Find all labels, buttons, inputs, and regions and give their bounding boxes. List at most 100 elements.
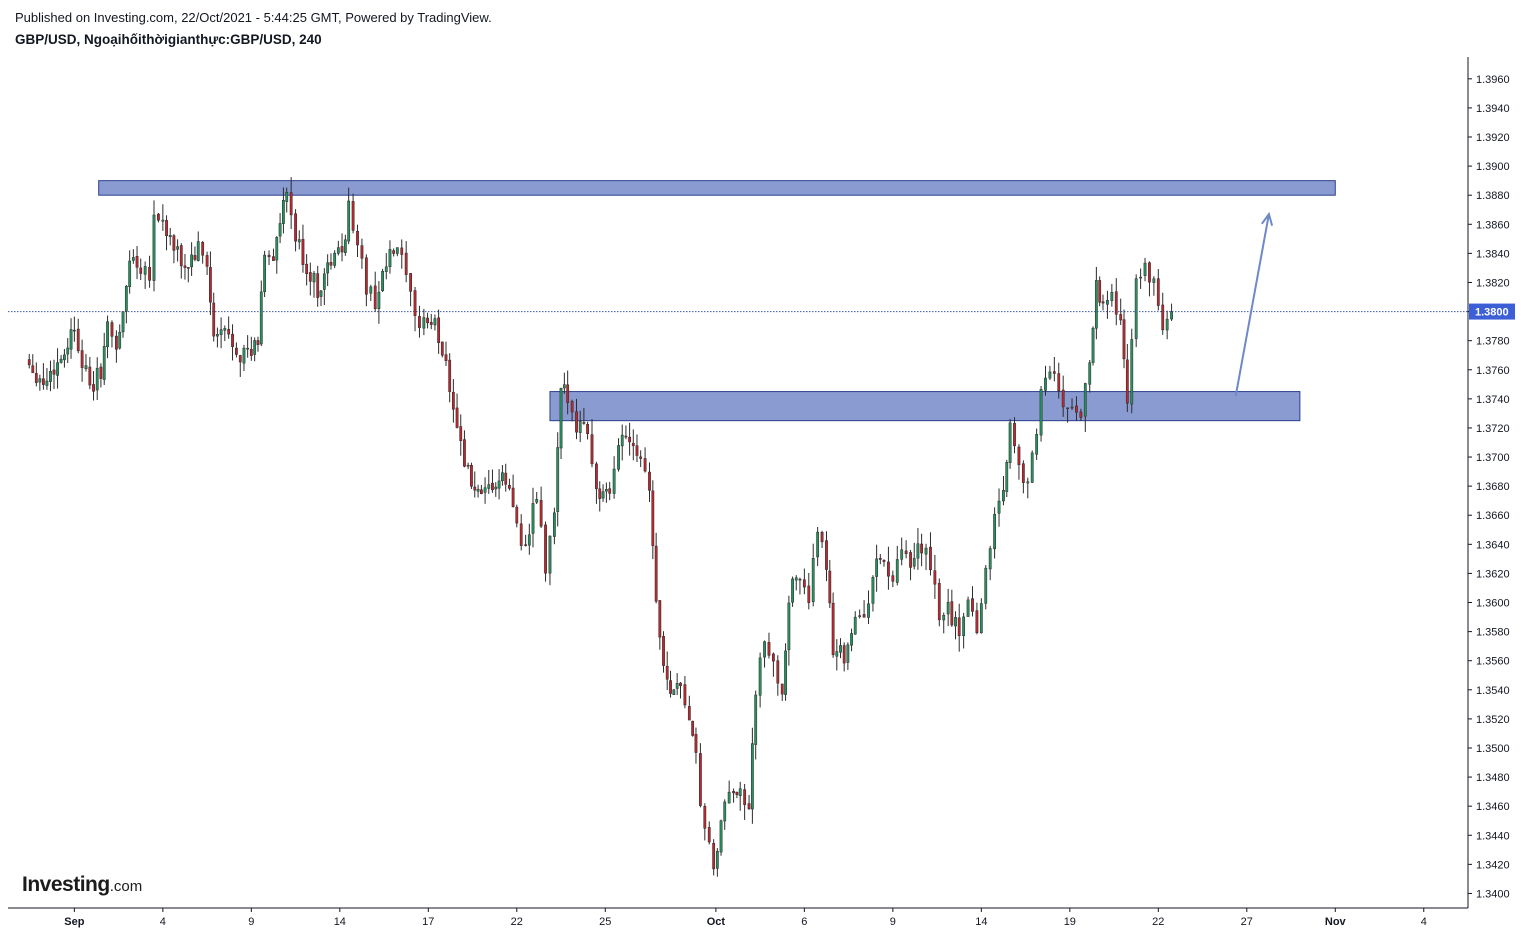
candle: [1139, 268, 1142, 289]
candle-body: [231, 333, 234, 348]
candle: [767, 632, 771, 659]
candle: [937, 578, 941, 627]
candle-body: [1122, 319, 1126, 360]
candle: [878, 554, 882, 565]
candle-body: [84, 365, 88, 370]
candle-body: [1057, 373, 1061, 392]
y-tick-label: 1.3620: [1476, 568, 1510, 580]
candle-body: [807, 585, 811, 603]
candle-body: [183, 265, 187, 268]
candle-body: [369, 286, 373, 294]
candle-body: [56, 362, 59, 376]
candle-body: [1008, 422, 1012, 463]
candle-body: [216, 334, 219, 337]
candle: [582, 407, 586, 425]
candle-body: [942, 615, 946, 621]
candle: [924, 543, 928, 571]
candle: [631, 429, 635, 461]
candle: [305, 254, 309, 286]
x-tick-label: 22: [1152, 916, 1164, 928]
candle-body: [66, 347, 70, 355]
candle: [356, 224, 359, 257]
candle-body: [483, 487, 487, 493]
candle-body: [1170, 311, 1173, 320]
candle-body: [612, 468, 616, 494]
candle-body: [628, 436, 631, 443]
candle: [732, 788, 735, 803]
candle: [459, 414, 463, 456]
candle-body: [1026, 481, 1030, 484]
candle-body: [780, 683, 784, 695]
candle-body: [360, 245, 364, 259]
candle-body: [772, 653, 775, 662]
candle: [807, 572, 811, 610]
projection-arrow[interactable]: [1234, 213, 1270, 397]
candle-body: [201, 241, 205, 256]
candle-body: [1061, 389, 1065, 408]
candle: [672, 688, 676, 695]
candle-body: [1114, 291, 1118, 315]
candle: [556, 432, 560, 527]
candle: [754, 690, 758, 760]
y-tick-label: 1.3820: [1476, 277, 1510, 289]
candle: [1119, 298, 1123, 326]
support-zone[interactable]: [549, 391, 1301, 422]
candle-body: [219, 329, 223, 335]
candle-body: [672, 689, 676, 695]
candle-body: [106, 321, 109, 348]
y-tick-label: 1.3500: [1476, 743, 1510, 755]
candle: [437, 309, 441, 354]
candle-body: [118, 331, 122, 349]
candle: [88, 357, 92, 390]
x-tick-label: 9: [890, 916, 896, 928]
candle: [595, 461, 598, 504]
candle-body: [256, 340, 260, 345]
candle: [933, 554, 937, 599]
candle: [289, 177, 293, 229]
candle: [124, 285, 128, 324]
candle-body: [767, 642, 771, 656]
candle: [1008, 418, 1012, 469]
y-tick-label: 1.3600: [1476, 598, 1510, 610]
candle: [336, 240, 340, 256]
candle: [1110, 283, 1114, 307]
candle: [1091, 326, 1095, 366]
candle: [165, 215, 168, 251]
y-tick-label: 1.3660: [1476, 510, 1510, 522]
candle-body: [617, 445, 620, 470]
candle: [381, 268, 384, 293]
candle: [1044, 365, 1047, 396]
y-tick-label: 1.3460: [1476, 801, 1510, 813]
candle: [118, 324, 122, 350]
resistance-zone[interactable]: [98, 180, 1336, 196]
y-tick-label: 1.3580: [1476, 627, 1510, 639]
candle: [984, 565, 988, 610]
candle: [343, 234, 347, 256]
candle: [957, 603, 961, 652]
candle-body: [102, 346, 106, 380]
candle: [413, 286, 417, 332]
candle: [196, 231, 200, 262]
candle-body: [544, 524, 547, 574]
candle-body: [966, 599, 970, 617]
candle-body: [275, 237, 279, 261]
candle: [946, 588, 950, 627]
candle: [539, 486, 543, 528]
candle: [794, 575, 798, 591]
candle-body: [246, 347, 250, 350]
candle-body: [429, 322, 433, 325]
candle: [707, 821, 711, 845]
candle-body: [297, 239, 301, 243]
candle-body: [267, 254, 271, 258]
candle: [319, 290, 323, 307]
candle-body: [235, 347, 238, 355]
candle-body: [480, 489, 483, 495]
candle-body: [887, 561, 890, 577]
candle: [205, 251, 209, 275]
candle: [400, 239, 404, 269]
candle-body: [473, 486, 477, 491]
candle-body: [694, 733, 698, 753]
candle: [1130, 328, 1134, 414]
candle: [143, 261, 147, 289]
